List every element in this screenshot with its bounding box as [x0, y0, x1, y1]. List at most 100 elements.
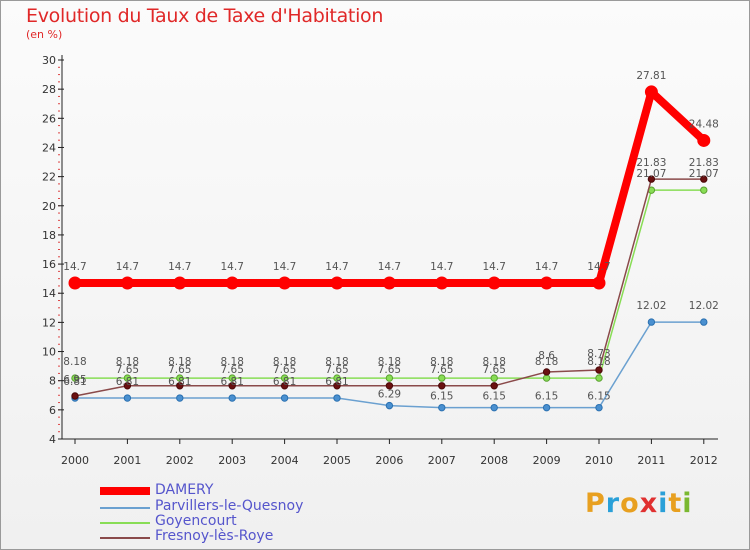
chart-subtitle: (en %)	[26, 28, 63, 41]
data-label-damery: 14.7	[483, 261, 506, 273]
data-label-parvillers: 6.15	[430, 391, 453, 403]
data-label-fresnoy: 7.65	[168, 364, 191, 376]
data-label-fresnoy: 7.65	[221, 364, 244, 376]
data-label-goyencourt: 8.18	[325, 356, 348, 368]
data-point-parvillers	[123, 394, 132, 402]
data-point-fresnoy	[700, 175, 708, 183]
logo-letter: o	[620, 488, 640, 519]
data-label-damery: 14.7	[273, 261, 296, 273]
data-label-goyencourt: 21.07	[689, 168, 719, 180]
data-point-damery	[382, 276, 396, 290]
data-label-parvillers: 6.29	[378, 389, 401, 401]
legend-label-fresnoy: Fresnoy-lès-Roye	[155, 528, 274, 544]
logo-letter: r	[605, 488, 621, 519]
data-label-damery: 14.7	[325, 261, 348, 273]
data-point-goyencourt	[333, 374, 341, 382]
y-tick-label: 28	[42, 83, 56, 96]
data-label-goyencourt: 8.18	[535, 356, 558, 368]
data-point-fresnoy	[280, 382, 289, 390]
x-tick-label: 2007	[428, 454, 456, 467]
data-label-parvillers: 6.81	[221, 376, 244, 388]
data-label-parvillers: 6.81	[325, 376, 348, 388]
data-point-damery	[697, 133, 711, 147]
data-point-damery	[487, 276, 501, 290]
logo-letter: x	[639, 488, 659, 519]
logo-letter: i	[658, 488, 669, 519]
data-label-parvillers: 12.02	[636, 300, 666, 312]
x-tick-label: 2001	[113, 454, 141, 467]
x-tick-label: 2011	[637, 454, 665, 467]
data-label-fresnoy: 6.95	[63, 374, 86, 386]
legend-label-goyencourt: Goyencourt	[155, 513, 237, 529]
data-label-damery: 14.7	[168, 261, 191, 273]
y-tick-label: 18	[42, 229, 56, 242]
data-label-goyencourt: 8.18	[221, 356, 244, 368]
data-point-fresnoy	[542, 368, 551, 376]
data-label-goyencourt: 8.18	[483, 356, 506, 368]
data-point-damery	[225, 276, 239, 290]
data-point-damery	[278, 276, 292, 290]
data-point-parvillers	[333, 394, 341, 402]
data-point-parvillers	[700, 318, 708, 326]
data-point-fresnoy	[123, 382, 132, 390]
data-label-goyencourt: 21.07	[636, 168, 666, 180]
data-point-fresnoy	[490, 382, 498, 390]
x-tick-label: 2010	[585, 454, 613, 467]
data-label-fresnoy: 8.6	[538, 350, 555, 362]
data-point-goyencourt	[542, 374, 551, 382]
data-label-goyencourt: 8.18	[273, 356, 296, 368]
data-label-parvillers: 6.81	[168, 376, 191, 388]
data-point-damery	[644, 85, 658, 99]
data-point-damery	[435, 276, 449, 290]
data-label-damery: 14.7	[587, 261, 610, 273]
proxiti-logo: Proxiti	[585, 488, 693, 519]
legend-swatch-damery	[100, 487, 150, 495]
data-label-damery: 14.7	[378, 261, 401, 273]
logo-letter: P	[585, 488, 606, 519]
legend-swatch-fresnoy	[100, 537, 150, 539]
data-label-damery: 14.7	[535, 261, 558, 273]
data-point-parvillers	[280, 394, 289, 402]
data-label-damery: 24.48	[689, 118, 719, 130]
data-point-damery	[173, 276, 187, 290]
y-tick-label: 14	[42, 287, 56, 300]
data-point-goyencourt	[176, 374, 184, 382]
y-tick-label: 8	[49, 375, 56, 388]
data-label-parvillers: 6.15	[483, 391, 506, 403]
data-point-parvillers	[542, 403, 551, 412]
data-point-fresnoy	[71, 392, 79, 400]
legend-label-damery: DAMERY	[155, 482, 214, 498]
series-line-damery	[75, 87, 707, 288]
x-tick-label: 2003	[218, 454, 246, 467]
y-tick-label: 10	[42, 346, 56, 359]
y-tick-label: 22	[42, 171, 56, 184]
data-point-goyencourt	[280, 374, 289, 382]
data-point-fresnoy	[228, 382, 236, 390]
data-point-damery	[120, 276, 134, 290]
data-label-parvillers: 6.81	[273, 376, 296, 388]
data-label-fresnoy: 7.65	[378, 364, 401, 376]
data-label-fresnoy: 7.65	[325, 364, 348, 376]
data-point-fresnoy	[176, 382, 184, 390]
data-point-parvillers	[438, 403, 446, 412]
data-point-parvillers	[228, 394, 236, 402]
data-point-goyencourt	[490, 374, 498, 382]
data-label-goyencourt: 8.18	[378, 356, 401, 368]
data-point-damery	[330, 276, 344, 290]
data-label-damery: 27.81	[636, 70, 666, 82]
data-point-goyencourt	[71, 374, 79, 382]
logo-letter: i	[682, 488, 693, 519]
data-point-parvillers	[490, 403, 498, 412]
data-label-fresnoy: 8.73	[587, 348, 610, 360]
data-point-goyencourt	[385, 374, 394, 382]
data-label-goyencourt: 8.18	[168, 356, 191, 368]
data-label-fresnoy: 7.65	[273, 364, 296, 376]
x-tick-label: 2000	[61, 454, 89, 467]
data-point-damery	[592, 276, 606, 290]
data-point-fresnoy	[647, 175, 656, 183]
data-point-parvillers	[595, 403, 603, 412]
data-point-damery	[68, 276, 82, 290]
data-label-parvillers: 6.81	[63, 376, 86, 388]
y-tick-label: 24	[42, 141, 56, 154]
